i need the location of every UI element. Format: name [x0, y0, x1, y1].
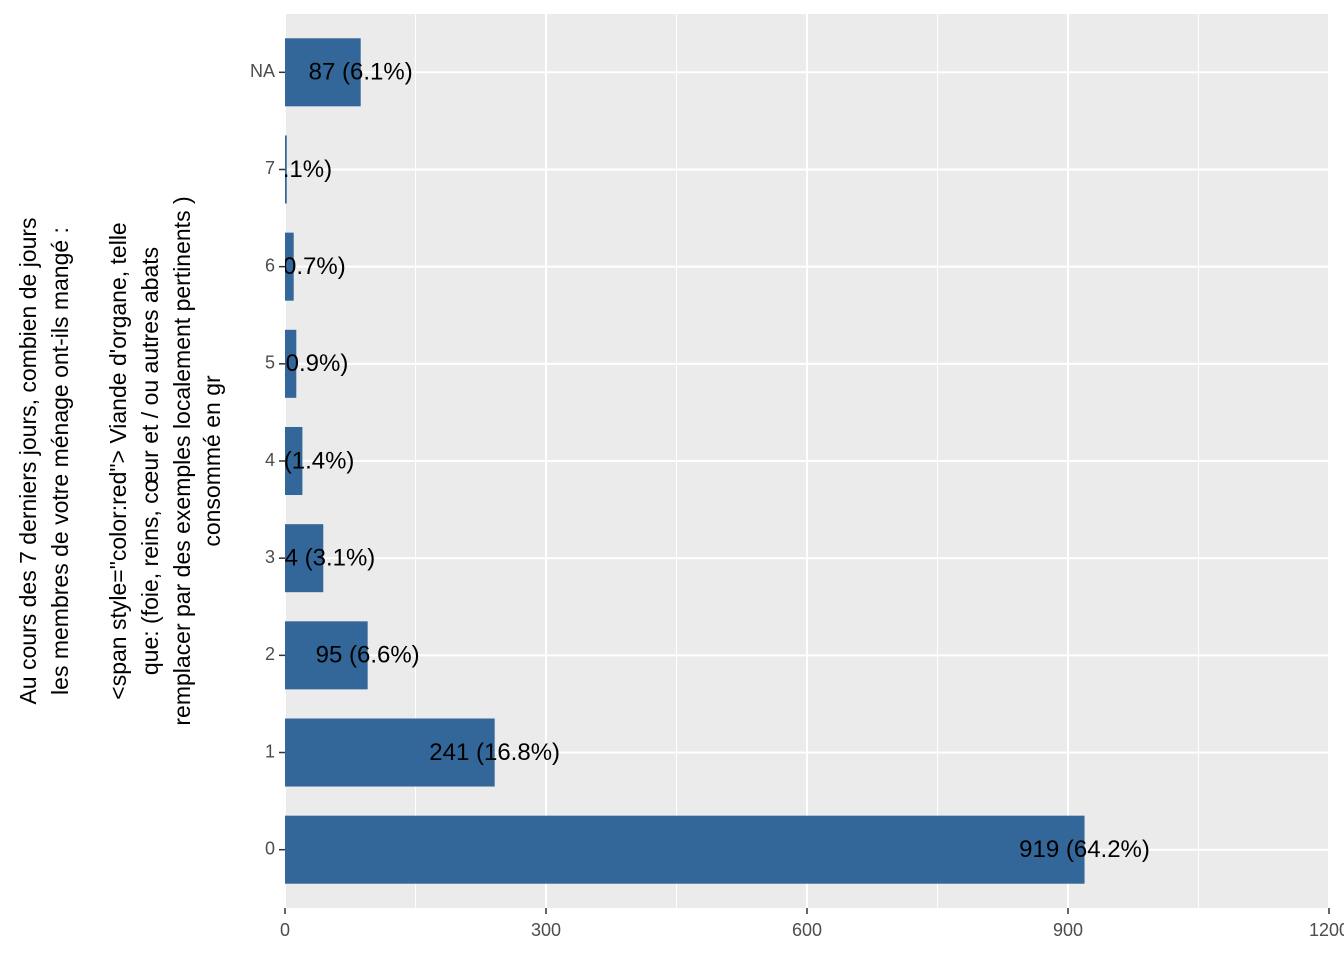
y-axis-title: remplacer par des exemples localement pe…: [169, 196, 195, 725]
value-label: 13 (0.9%): [244, 350, 348, 377]
bar: [285, 38, 361, 107]
y-tick-label: 5: [265, 353, 275, 373]
y-tick-label: NA: [250, 61, 275, 81]
value-label: 2 (0.1%): [241, 156, 332, 183]
y-tick-label: 0: [265, 838, 275, 858]
value-label: 44 (3.1%): [271, 545, 375, 572]
y-axis-title: <span style="color:red"> Viande d'organe…: [105, 222, 131, 699]
y-axis-title: Au cours des 7 derniers jours, combien d…: [15, 217, 41, 704]
value-labels: 919 (64.2%) 241 (16.8%) 95 (6.6%) 44 (3.1%)…: [241, 59, 1150, 863]
y-tick-label: 7: [265, 158, 275, 178]
y-axis-title: consommé en gr: [199, 375, 225, 547]
bar: [285, 426, 303, 496]
value-label: 95 (6.6%): [316, 642, 420, 669]
y-tick-label: 3: [265, 547, 275, 567]
x-tick-label: 600: [792, 920, 822, 940]
bar: [285, 718, 495, 787]
bar: [285, 329, 297, 398]
y-axis-title: les membres de votre ménage ont-ils mang…: [47, 227, 73, 695]
value-label: 87 (6.1%): [309, 59, 413, 86]
y-axis-title: que: (foie, reins, cœur et / ou autres a…: [137, 247, 163, 675]
bar: [285, 232, 294, 301]
value-label: 10 (0.7%): [242, 253, 346, 280]
bar: [285, 621, 368, 690]
value-label: 919 (64.2%): [1019, 836, 1150, 863]
value-label: 20 (1.4%): [250, 447, 354, 474]
x-tick-label: 0: [280, 920, 290, 940]
x-tick-label: 900: [1053, 920, 1083, 940]
y-tick-label: 2: [265, 644, 275, 664]
y-tick-label: 4: [265, 450, 275, 470]
y-tick-label: 6: [265, 255, 275, 275]
x-tick-label: 300: [531, 920, 561, 940]
bar: [285, 135, 287, 204]
value-label: 241 (16.8%): [429, 739, 560, 766]
bars: [285, 38, 1085, 884]
bar: [285, 815, 1085, 884]
y-tick-label: 1: [265, 741, 275, 761]
bar: [285, 524, 324, 593]
